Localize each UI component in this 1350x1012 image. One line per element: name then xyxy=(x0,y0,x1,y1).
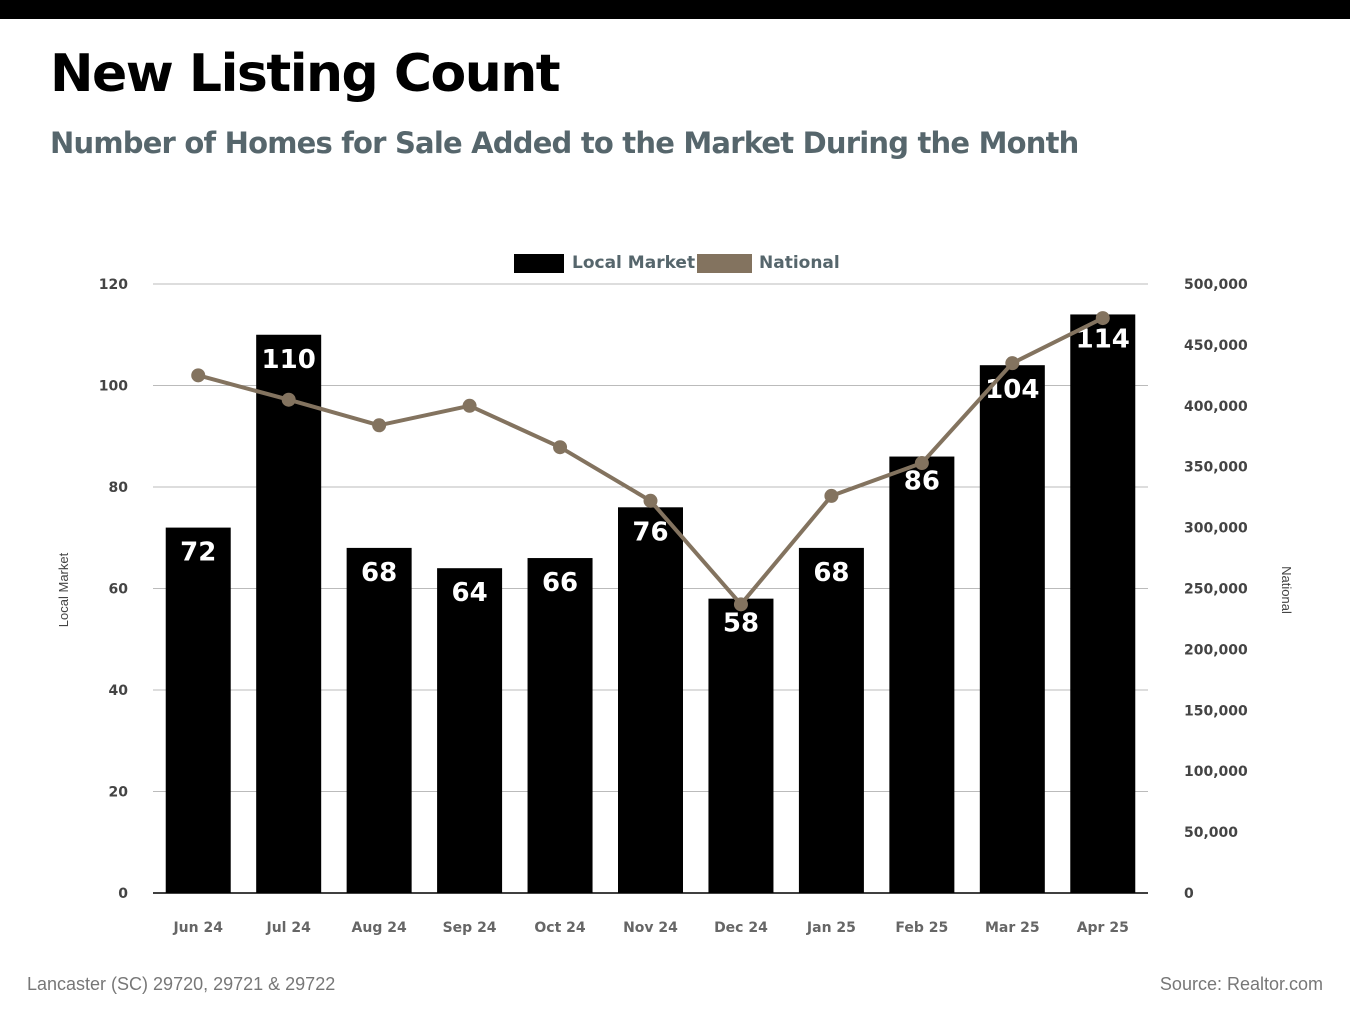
legend-label-national: National xyxy=(759,253,840,273)
legend-swatch-local-market xyxy=(514,254,564,273)
y2-tick-label: 500,000 xyxy=(1184,277,1248,293)
bar-data-label: 64 xyxy=(451,578,487,608)
x-tick-label: Feb 25 xyxy=(895,920,948,936)
bar-local-market xyxy=(527,558,593,893)
bar-local-market xyxy=(437,568,503,893)
national-point xyxy=(1005,356,1020,371)
y-tick-label: 100 xyxy=(99,379,128,395)
bar-data-label: 110 xyxy=(262,345,316,375)
y2-tick-label: 300,000 xyxy=(1184,521,1248,537)
bar-local-market xyxy=(798,547,864,893)
x-tick-label: Apr 25 xyxy=(1077,920,1129,936)
bar-data-label: 72 xyxy=(180,538,216,568)
national-point xyxy=(733,597,748,612)
x-tick-label: Dec 24 xyxy=(714,920,768,936)
national-point xyxy=(191,368,206,383)
bar-local-market xyxy=(889,456,955,893)
bar-local-market xyxy=(165,527,231,893)
y-tick-label: 80 xyxy=(109,480,129,496)
footer-source: Source: Realtor.com xyxy=(1159,974,1323,994)
bar-local-market xyxy=(1070,314,1136,893)
national-point xyxy=(643,493,658,508)
y-axis-label: Local Market xyxy=(56,552,71,627)
legend-label-local-market: Local Market xyxy=(572,253,695,273)
national-point xyxy=(462,398,477,413)
y2-axis-label: National xyxy=(1279,566,1294,614)
x-tick-label: Jul 24 xyxy=(266,920,312,936)
bar-data-label: 66 xyxy=(542,568,578,598)
y-tick-label: 0 xyxy=(118,886,128,902)
chart-subtitle: Number of Homes for Sale Added to the Ma… xyxy=(50,126,1079,160)
y2-tick-label: 50,000 xyxy=(1184,825,1238,841)
x-tick-label: Mar 25 xyxy=(985,920,1040,936)
bar-data-label: 104 xyxy=(985,375,1039,405)
y2-tick-label: 200,000 xyxy=(1184,642,1248,658)
bar-data-label: 68 xyxy=(361,558,397,588)
y2-tick-label: 400,000 xyxy=(1184,399,1248,415)
bar-local-market xyxy=(708,598,774,893)
bar-data-label: 76 xyxy=(632,517,668,547)
chart-title: New Listing Count xyxy=(50,44,561,104)
y-tick-label: 40 xyxy=(109,683,129,699)
bar-data-label: 58 xyxy=(723,609,759,639)
bar-local-market xyxy=(979,365,1045,893)
x-tick-label: Aug 24 xyxy=(352,920,407,936)
national-point xyxy=(372,418,387,433)
bar-local-market xyxy=(618,507,683,893)
national-point xyxy=(824,488,839,503)
y-tick-label: 20 xyxy=(109,785,129,801)
top-bar xyxy=(0,0,1350,19)
y-tick-label: 60 xyxy=(109,582,129,598)
bar-local-market xyxy=(346,547,412,893)
bar-local-market xyxy=(256,334,322,893)
x-tick-label: Oct 24 xyxy=(534,920,586,936)
national-point xyxy=(914,456,929,471)
national-point xyxy=(281,392,296,407)
y2-tick-label: 250,000 xyxy=(1184,582,1248,598)
bar-data-label: 86 xyxy=(904,467,940,497)
x-tick-label: Sep 24 xyxy=(443,920,497,936)
y2-tick-label: 100,000 xyxy=(1184,764,1248,780)
legend-swatch-national xyxy=(697,254,752,273)
national-point xyxy=(1095,311,1110,326)
y2-tick-label: 150,000 xyxy=(1184,703,1248,719)
x-tick-label: Jun 24 xyxy=(172,920,223,936)
footer-location: Lancaster (SC) 29720, 29721 & 29722 xyxy=(27,974,336,994)
national-point xyxy=(553,440,568,455)
x-tick-label: Jan 25 xyxy=(806,920,856,936)
y2-tick-label: 350,000 xyxy=(1184,460,1248,476)
y-tick-label: 120 xyxy=(99,277,128,293)
bar-data-label: 68 xyxy=(813,558,849,588)
bar-data-label: 114 xyxy=(1076,324,1130,354)
y2-tick-label: 450,000 xyxy=(1184,338,1248,354)
y2-tick-label: 0 xyxy=(1184,886,1194,902)
x-tick-label: Nov 24 xyxy=(623,920,678,936)
